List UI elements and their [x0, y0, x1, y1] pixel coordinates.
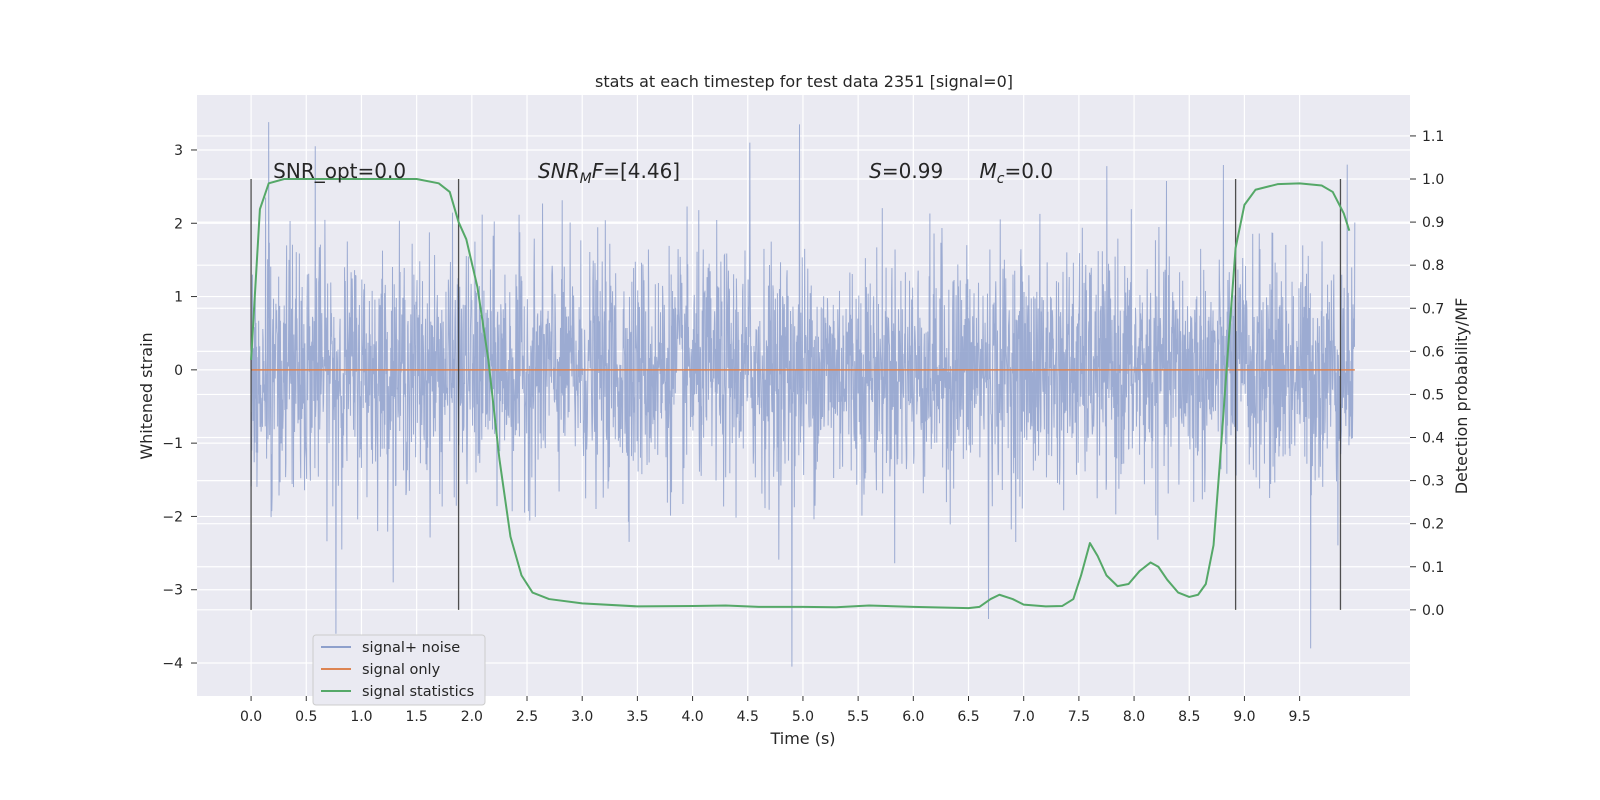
x-tick-label-7: 3.5	[626, 709, 648, 725]
legend: signal+ noise signal only signal statist…	[312, 634, 486, 706]
x-tick-label-12: 6.0	[902, 709, 924, 725]
y2-tick-label-1: 0.1	[1422, 560, 1444, 576]
legend-label-signal-statistics: signal statistics	[362, 684, 474, 700]
y2-tick-label-9: 0.9	[1422, 215, 1444, 231]
y-axis-right-ticks: 0.0 0.1 0.2 0.3 0.4 0.5 0.6 0.7 0.8 0.9 1.0 1.1	[1410, 129, 1444, 619]
x-tick-label-16: 8.0	[1123, 709, 1145, 725]
x-axis-ticks: 0.0 0.5 1.0 1.5 2.0 2.5 3.0 3.5 4.0 4.5 5.0 5.5 6.0 6…	[240, 696, 1311, 725]
x-axis-label: Time (s)	[769, 729, 835, 748]
x-tick-label-2: 1.0	[350, 709, 372, 725]
y2-tick-label-2: 0.2	[1422, 517, 1444, 533]
y-tick-label-0: −4	[162, 656, 183, 672]
x-tick-label-15: 7.5	[1068, 709, 1090, 725]
x-tick-label-19: 9.5	[1288, 709, 1310, 725]
y-tick-label-3: −1	[162, 436, 183, 452]
legend-label-signal-plus-noise: signal+ noise	[362, 640, 460, 656]
x-tick-label-5: 2.5	[516, 709, 538, 725]
y2-tick-label-10: 1.0	[1422, 172, 1444, 188]
annotation-snr-opt: SNR_opt=0.0	[273, 159, 406, 183]
noise-trace	[250, 122, 1356, 667]
x-tick-label-14: 7.0	[1013, 709, 1035, 725]
y2-tick-label-8: 0.8	[1422, 258, 1444, 274]
x-tick-label-10: 5.0	[792, 709, 814, 725]
y-axis-left-label: Whitened strain	[137, 332, 156, 459]
x-tick-label-4: 2.0	[461, 709, 483, 725]
y2-tick-label-7: 0.7	[1422, 301, 1444, 317]
x-tick-label-11: 5.5	[847, 709, 869, 725]
y2-tick-label-3: 0.3	[1422, 474, 1444, 490]
legend-box	[312, 634, 486, 706]
y2-tick-label-6: 0.6	[1422, 344, 1444, 360]
annotation-s-stat: S=0.99	[869, 159, 943, 183]
y-tick-label-1: −3	[162, 583, 183, 599]
y-tick-label-6: 2	[174, 216, 183, 232]
legend-label-signal-only: signal only	[362, 662, 441, 678]
x-tick-label-18: 9.0	[1233, 709, 1255, 725]
y-tick-label-2: −2	[162, 509, 183, 525]
annotation-mc-stat: Mc=0.0	[980, 159, 1054, 187]
x-tick-label-8: 4.0	[681, 709, 703, 725]
series-signal-statistics	[250, 178, 1351, 610]
y-axis-left-ticks: −4 −3 −2 −1 0 1 2 3	[162, 143, 197, 672]
y2-tick-label-11: 1.1	[1422, 129, 1444, 145]
y2-tick-label-5: 0.5	[1422, 387, 1444, 403]
x-tick-label-9: 4.5	[737, 709, 759, 725]
series-signal-plus-noise	[250, 122, 1356, 667]
annotations: SNR_opt=0.0 SNRMF=[4.46] S=0.99 Mc=0.0	[273, 159, 1053, 187]
x-tick-label-13: 6.5	[957, 709, 979, 725]
x-tick-label-6: 3.0	[571, 709, 593, 725]
y-tick-label-5: 1	[174, 290, 183, 306]
annotation-snr-mf: SNRMF=[4.46]	[538, 159, 680, 187]
chart-title: stats at each timestep for test data 235…	[595, 72, 1013, 91]
vertical-marker-lines	[250, 179, 1342, 610]
y2-tick-label-4: 0.4	[1422, 431, 1444, 447]
statistics-curve	[250, 178, 1351, 610]
y-tick-label-7: 3	[174, 143, 183, 159]
x-tick-label-17: 8.5	[1178, 709, 1200, 725]
y-tick-label-4: 0	[174, 363, 183, 379]
x-tick-label-0: 0.0	[240, 709, 262, 725]
x-tick-label-3: 1.5	[406, 709, 428, 725]
x-tick-label-1: 0.5	[295, 709, 317, 725]
y2-tick-label-0: 0.0	[1422, 603, 1444, 619]
y-axis-right-label: Detection probability/MF	[1452, 298, 1471, 495]
